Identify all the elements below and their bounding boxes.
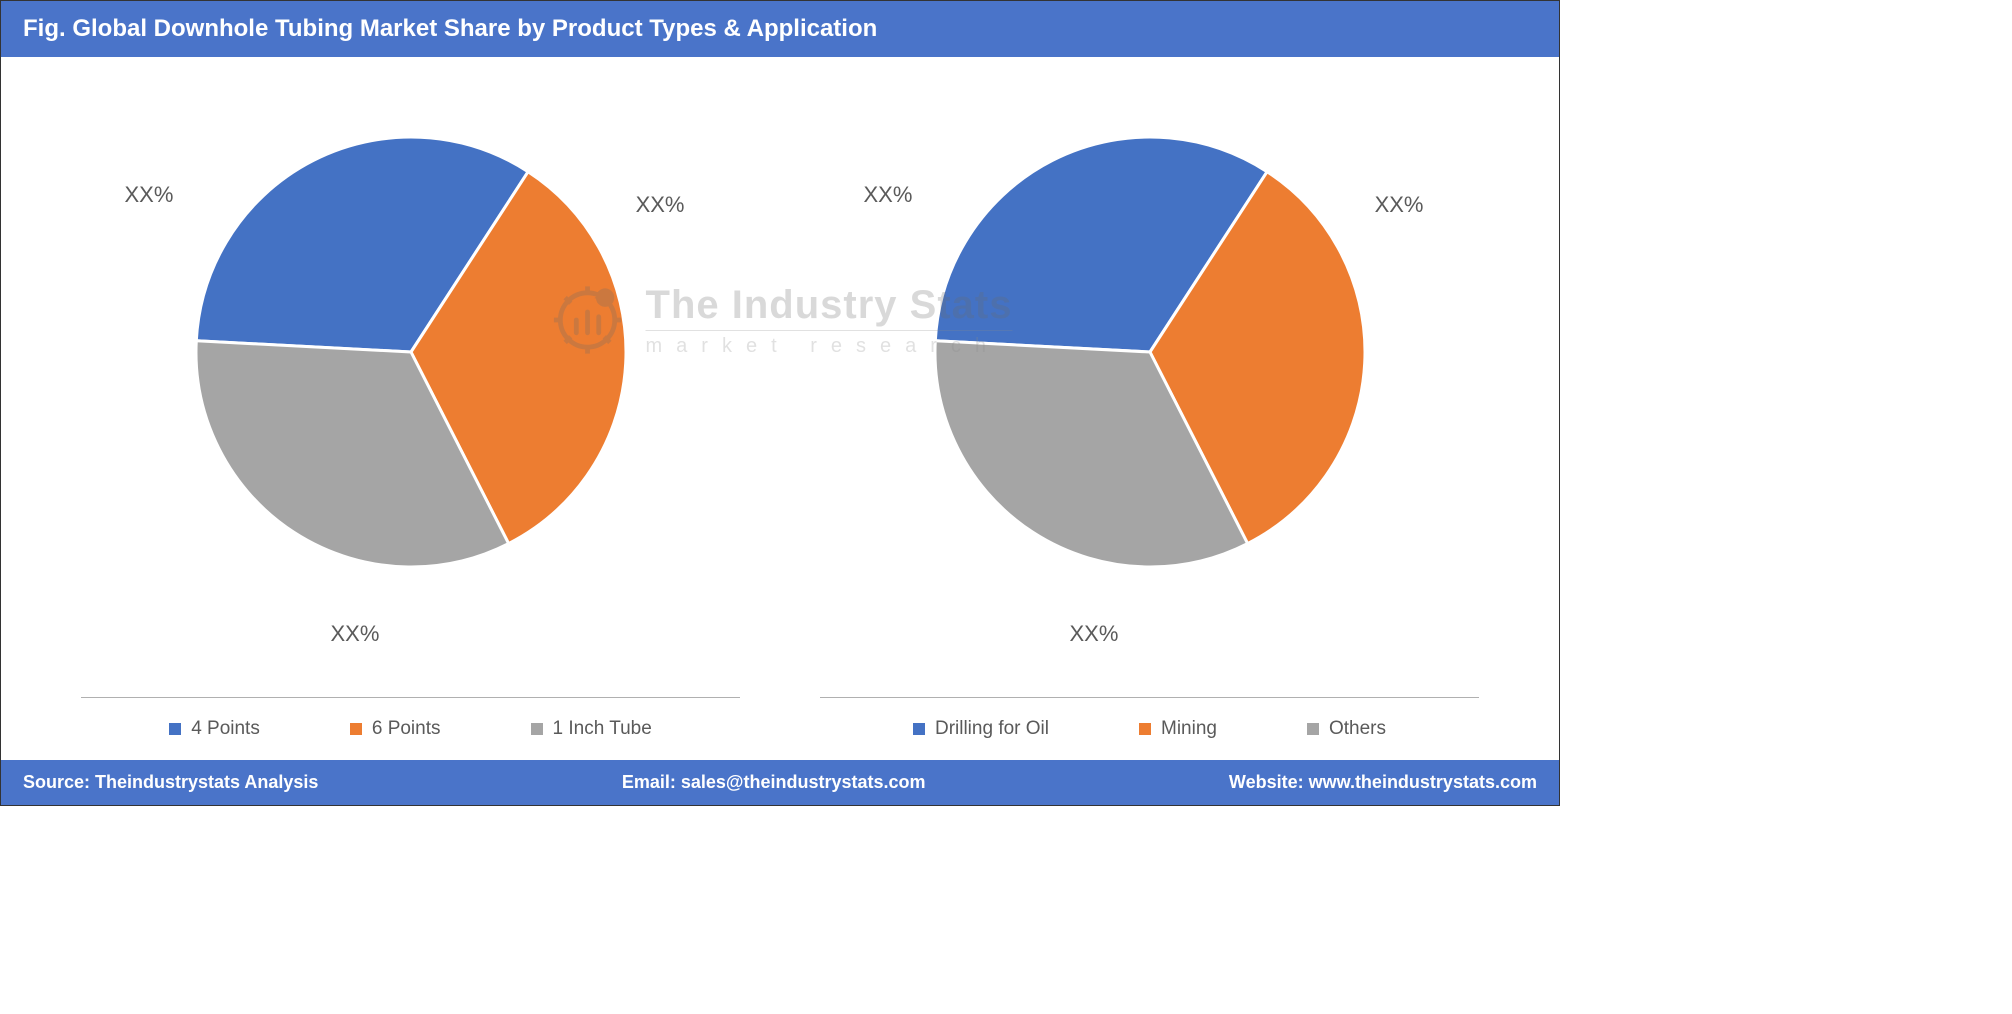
legend-product-types-item-1: 6 Points — [350, 718, 441, 740]
application-label-0: XX% — [1375, 192, 1424, 218]
legend-label: Others — [1329, 718, 1386, 740]
application-label-1: XX% — [1070, 621, 1119, 647]
figure-frame: Fig. Global Downhole Tubing Market Share… — [0, 0, 1560, 806]
legend-label: 1 Inch Tube — [553, 718, 652, 740]
footer-email: Email: sales@theindustrystats.com — [622, 772, 926, 793]
legend-swatch — [913, 723, 925, 735]
legend-swatch — [1307, 723, 1319, 735]
chart-panel-product-types: XX%XX%XX% — [41, 112, 780, 592]
footer-bar: Source: Theindustrystats Analysis Email:… — [1, 760, 1559, 805]
figure-title: Fig. Global Downhole Tubing Market Share… — [23, 15, 877, 42]
footer-source: Source: Theindustrystats Analysis — [23, 772, 318, 793]
legend-swatch — [531, 723, 543, 735]
charts-area: XX%XX%XX% XX%XX%XX% — [1, 57, 1559, 617]
footer-website: Website: www.theindustrystats.com — [1229, 772, 1537, 793]
legend-product-types: 4 Points 6 Points 1 Inch Tube — [81, 697, 740, 740]
legend-application-item-2: Others — [1307, 718, 1386, 740]
application-label-2: XX% — [864, 182, 913, 208]
chart-panel-application: XX%XX%XX% — [780, 112, 1519, 592]
legend-label: 4 Points — [191, 718, 260, 740]
legend-swatch — [350, 723, 362, 735]
legend-application-item-1: Mining — [1139, 718, 1217, 740]
pie-chart-product-types: XX%XX%XX% — [171, 112, 651, 592]
legend-label: Mining — [1161, 718, 1217, 740]
legend-product-types-item-0: 4 Points — [169, 718, 260, 740]
legend-label: Drilling for Oil — [935, 718, 1049, 740]
legend-application: Drilling for Oil Mining Others — [820, 697, 1479, 740]
pie-chart-application: XX%XX%XX% — [910, 112, 1390, 592]
product-types-label-1: XX% — [331, 621, 380, 647]
legend-application-item-0: Drilling for Oil — [913, 718, 1049, 740]
legend-label: 6 Points — [372, 718, 441, 740]
product-types-label-0: XX% — [636, 192, 685, 218]
header-bar: Fig. Global Downhole Tubing Market Share… — [1, 1, 1559, 57]
legend-swatch — [1139, 723, 1151, 735]
legend-swatch — [169, 723, 181, 735]
product-types-label-2: XX% — [125, 182, 174, 208]
legend-row: 4 Points 6 Points 1 Inch Tube Drilling for… — [1, 617, 1559, 760]
legend-product-types-item-2: 1 Inch Tube — [531, 718, 652, 740]
